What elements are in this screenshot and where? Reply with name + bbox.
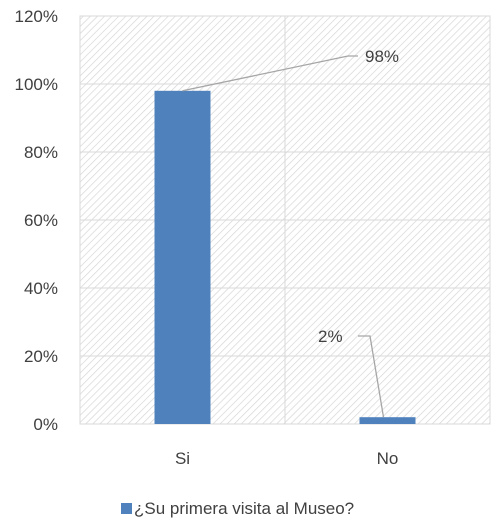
data-label: 2% xyxy=(318,327,343,346)
y-axis-ticks: 0% 20% 40% 60% 80% 100% 120% xyxy=(15,7,58,434)
bars xyxy=(154,90,416,425)
x-tick-label: No xyxy=(377,449,399,468)
leader-line xyxy=(182,55,358,92)
data-label: 98% xyxy=(365,47,399,66)
bar-si xyxy=(154,90,211,425)
data-labels: 98% 2% xyxy=(182,47,399,418)
legend-swatch xyxy=(121,503,132,514)
y-tick-label: 80% xyxy=(24,143,58,162)
x-axis-labels: Si No xyxy=(175,449,398,468)
y-tick-label: 60% xyxy=(24,211,58,230)
gridlines xyxy=(80,15,490,425)
y-tick-label: 100% xyxy=(15,75,58,94)
bar-no xyxy=(359,417,416,424)
y-tick-label: 120% xyxy=(15,7,58,26)
leader-line xyxy=(358,335,385,418)
y-tick-label: 40% xyxy=(24,279,58,298)
y-tick-label: 0% xyxy=(33,415,58,434)
legend-label: ¿Su primera visita al Museo? xyxy=(134,499,354,518)
x-tick-label: Si xyxy=(175,449,190,468)
y-tick-label: 20% xyxy=(24,347,58,366)
legend: ¿Su primera visita al Museo? xyxy=(121,499,354,518)
